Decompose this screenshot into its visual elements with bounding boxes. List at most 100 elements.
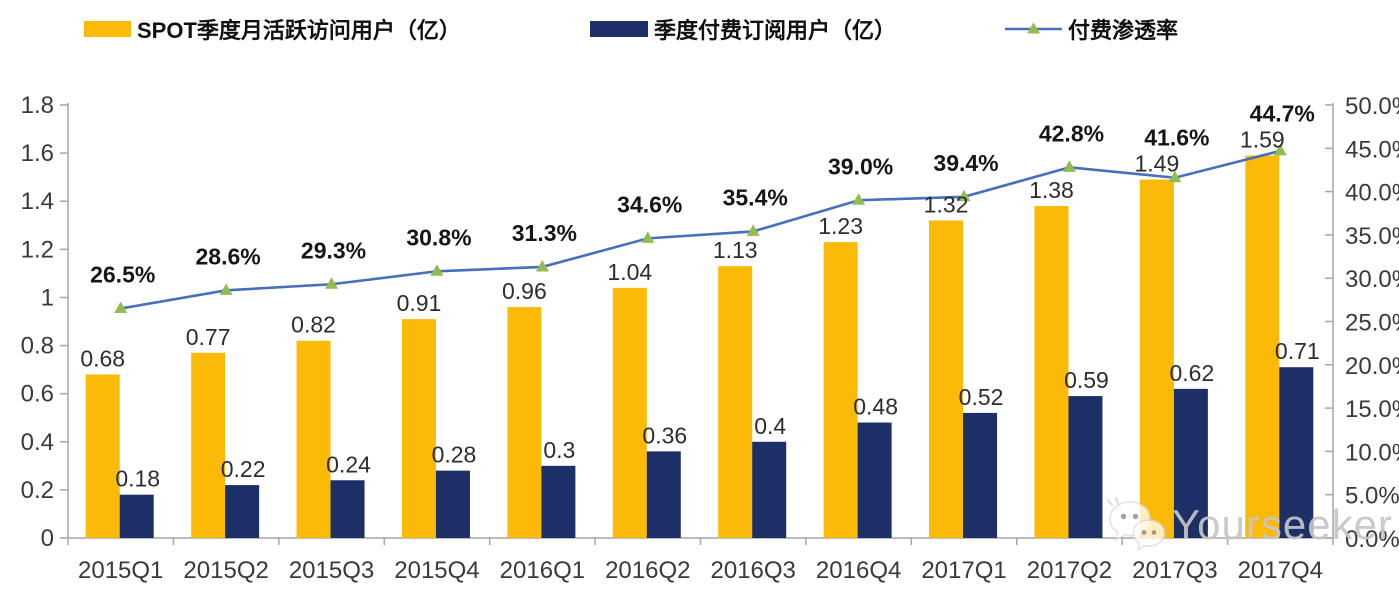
subscribers-value-label: 0.3: [543, 437, 575, 463]
mau-value-label: 1.32: [924, 191, 969, 217]
right-axis-tick-label: 20.0%: [1345, 353, 1399, 380]
penetration-marker: [325, 277, 339, 289]
right-axis-tick-label: 0.0%: [1345, 526, 1399, 553]
subscribers-value-label: 0.48: [853, 394, 898, 420]
left-axis-tick-label: 0: [41, 525, 54, 552]
subscribers-value-label: 0.62: [1169, 360, 1214, 386]
mau-value-label: 0.77: [186, 324, 231, 350]
penetration-marker: [535, 259, 549, 272]
bar-subscribers: [435, 470, 470, 538]
left-axis-tick-label: 0.8: [21, 333, 54, 360]
penetration-value-label: 35.4%: [723, 184, 788, 210]
left-axis-tick-label: 0.4: [21, 429, 54, 456]
mau-value-label: 1.23: [818, 213, 863, 239]
penetration-value-label: 31.3%: [512, 220, 577, 246]
right-axis-tick-label: 35.0%: [1345, 223, 1399, 250]
mau-value-label: 0.91: [397, 290, 442, 316]
x-axis-label: 2015Q2: [183, 557, 268, 584]
right-axis-tick-label: 25.0%: [1345, 310, 1399, 337]
x-axis-label: 2017Q4: [1238, 557, 1323, 584]
penetration-value-label: 44.7%: [1250, 101, 1315, 127]
penetration-line-swatch-icon: [1005, 22, 1062, 34]
bar-mau: [296, 340, 331, 538]
bar-subscribers: [1068, 396, 1103, 538]
bar-mau: [507, 307, 542, 538]
penetration-value-label: 34.6%: [617, 191, 682, 217]
bar-subscribers: [1279, 367, 1314, 538]
penetration-value-label: 39.4%: [933, 150, 998, 176]
legend-item-penetration: 付费渗透率: [1005, 14, 1178, 44]
right-axis-tick-label: 40.0%: [1345, 180, 1399, 207]
penetration-marker: [852, 193, 866, 205]
penetration-value-label: 29.3%: [301, 237, 366, 263]
subscribers-value-label: 0.28: [432, 442, 477, 468]
legend-item-subscribers: 季度付费订阅用户（亿）: [590, 14, 896, 44]
penetration-line: [120, 149, 1281, 310]
penetration-marker: [1062, 160, 1076, 172]
penetration-marker: [641, 231, 655, 243]
bar-subscribers: [1173, 388, 1208, 538]
penetration-value-label: 28.6%: [196, 243, 261, 269]
subscribers-value-label: 0.22: [221, 456, 266, 482]
left-axis-tick-label: 1.2: [21, 236, 54, 263]
right-axis-tick-label: 5.0%: [1345, 483, 1399, 510]
mau-value-label: 0.96: [502, 278, 547, 304]
bar-subscribers: [119, 494, 154, 538]
left-axis-tick-label: 1.6: [21, 140, 54, 167]
legend-label-penetration: 付费渗透率: [1068, 18, 1179, 43]
bar-mau: [929, 220, 964, 538]
subscribers-value-label: 0.18: [115, 466, 160, 492]
x-axis-label: 2016Q3: [711, 557, 796, 584]
right-axis-tick-label: 50.0%: [1345, 93, 1399, 120]
subscribers-value-label: 0.71: [1275, 338, 1320, 364]
penetration-marker: [430, 264, 444, 276]
bar-mau: [1034, 206, 1069, 539]
right-axis-tick-label: 15.0%: [1345, 396, 1399, 423]
right-axis-tick-label: 30.0%: [1345, 266, 1399, 293]
penetration-marker: [219, 283, 233, 295]
penetration-marker: [957, 189, 971, 202]
penetration-value-label: 42.8%: [1039, 120, 1104, 146]
penetration-marker: [1273, 143, 1287, 156]
penetration-marker: [114, 301, 128, 314]
bar-mau: [401, 319, 436, 538]
mau-value-label: 0.68: [80, 345, 125, 371]
left-axis-tick-label: 0.6: [21, 381, 54, 408]
bar-subscribers: [225, 485, 260, 538]
mau-value-label: 1.59: [1240, 127, 1285, 153]
mau-value-label: 1.49: [1134, 151, 1179, 177]
x-axis-label: 2015Q1: [78, 557, 163, 584]
bar-subscribers: [541, 465, 576, 538]
x-axis-label: 2016Q2: [605, 557, 690, 584]
penetration-marker: [746, 224, 760, 236]
subscribers-value-label: 0.59: [1064, 367, 1109, 393]
x-axis-label: 2015Q3: [289, 557, 374, 584]
mau-value-label: 1.13: [713, 237, 758, 263]
penetration-value-label: 30.8%: [406, 224, 471, 250]
mau-value-label: 1.04: [607, 259, 652, 285]
mau-value-label: 0.82: [291, 312, 336, 338]
bar-mau: [1245, 155, 1280, 538]
bar-subscribers: [330, 480, 365, 538]
bar-subscribers: [752, 441, 787, 538]
penetration-value-label: 41.6%: [1144, 125, 1209, 151]
legend-label-subscribers: 季度付费订阅用户（亿）: [654, 18, 897, 43]
penetration-value-label: 39.0%: [828, 153, 893, 179]
subscribers-value-label: 0.24: [326, 451, 371, 477]
subscribers-value-label: 0.36: [642, 422, 687, 448]
bar-subscribers: [857, 422, 892, 538]
left-axis-tick-label: 1.8: [21, 92, 54, 119]
mau-value-label: 1.38: [1029, 177, 1074, 203]
x-axis-label: 2015Q4: [394, 557, 479, 584]
x-axis-label: 2016Q4: [816, 557, 901, 584]
left-axis-tick-label: 1: [41, 284, 54, 311]
subscribers-value-label: 0.4: [754, 413, 786, 439]
x-axis-label: 2016Q1: [500, 557, 585, 584]
legend-label-mau: SPOT季度月活跃访问用户（亿）: [137, 18, 461, 43]
bar-mau: [718, 266, 753, 538]
penetration-marker: [1168, 170, 1182, 183]
bar-mau: [191, 352, 226, 538]
penetration-value-label: 26.5%: [90, 262, 155, 288]
bar-subscribers: [646, 451, 681, 538]
